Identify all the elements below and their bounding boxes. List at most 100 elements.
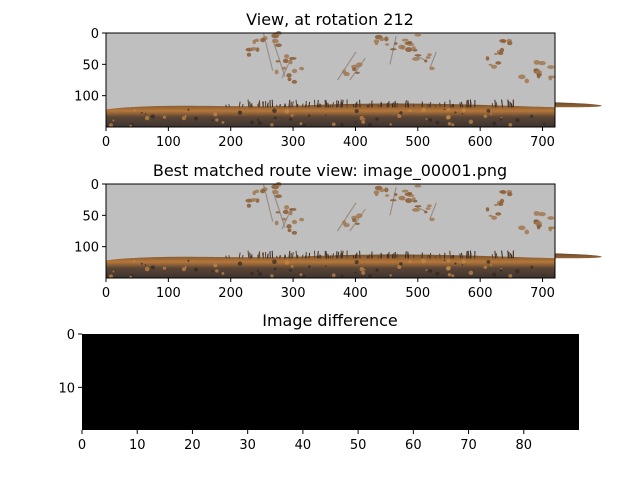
ground-speckle: [451, 274, 455, 278]
x-tick-label: 50: [350, 438, 367, 453]
leaf: [356, 62, 363, 68]
grass-tuft: [327, 253, 330, 259]
leaf: [252, 190, 256, 196]
ground: [106, 102, 602, 127]
x-tick-label: 70: [460, 438, 477, 453]
leaf: [407, 192, 413, 195]
leaf: [524, 229, 530, 235]
leaf: [401, 189, 409, 193]
ground-speckle: [359, 115, 365, 121]
leaf: [281, 66, 287, 70]
ground-speckle: [144, 115, 150, 121]
ground-speckle: [284, 109, 290, 114]
leaf: [281, 217, 287, 221]
panel2-frame: [105, 183, 556, 279]
leaf: [499, 198, 505, 204]
x-tick-label: 700: [530, 286, 555, 301]
x-tick-label: 100: [156, 286, 181, 301]
ground-speckle: [447, 272, 452, 277]
ground-speckle: [359, 266, 365, 272]
ground-speckle: [389, 274, 392, 277]
leaf: [284, 54, 290, 59]
ground-speckle: [144, 266, 150, 272]
grass-tuft: [379, 252, 382, 259]
leaf: [491, 215, 498, 220]
leaf: [488, 214, 493, 217]
leaf: [429, 66, 435, 71]
x-tick-label: 500: [405, 135, 430, 150]
leaf: [427, 53, 432, 57]
grass-tuft: [386, 253, 389, 259]
ground-speckle: [499, 118, 503, 121]
panel1-title: View, at rotation 212: [246, 10, 414, 29]
x-tick-label: 60: [405, 438, 422, 453]
grass-tuft: [379, 101, 382, 108]
ground-speckle: [543, 122, 546, 125]
ground-speckle: [288, 268, 292, 272]
leaf: [488, 63, 493, 66]
grass-tuft: [495, 253, 498, 259]
leaf: [485, 207, 490, 212]
leaf: [498, 51, 504, 55]
ground-speckle: [397, 265, 402, 270]
ground-speckle: [112, 119, 115, 122]
ground-speckle: [428, 118, 432, 122]
grass-tuft: [494, 99, 497, 108]
ground-speckle: [140, 262, 143, 265]
ground-speckle: [133, 109, 136, 112]
leaf: [342, 69, 347, 74]
ground-speckle: [324, 114, 327, 117]
ground-speckle: [492, 121, 497, 126]
leaf: [287, 77, 292, 82]
grass-tuft: [510, 254, 513, 259]
ground-speckle: [302, 123, 306, 128]
grass-tuft: [368, 103, 371, 108]
leaf: [379, 188, 385, 193]
ground-speckle: [331, 122, 336, 127]
grass-tuft: [368, 254, 371, 259]
leaf: [379, 37, 385, 42]
ground-speckle: [129, 275, 133, 279]
leaf: [272, 38, 279, 44]
panel-image-difference: Image difference 0 10 20 30 40 50 60 70 80 0 10: [58, 311, 579, 453]
panel-view-rotation: View, at rotation 212 0 100 200 300 400 500 60…: [74, 10, 602, 150]
grass-tuft: [249, 104, 252, 108]
grass-tuft: [340, 253, 343, 259]
leaf: [411, 46, 416, 50]
grass-tuft: [354, 102, 357, 108]
x-tick-label: 30: [239, 438, 256, 453]
leaf: [246, 52, 252, 57]
leaf: [288, 210, 293, 216]
leaf: [384, 194, 390, 197]
grass-tuft: [501, 99, 504, 108]
ground-speckle: [530, 265, 534, 269]
leaf: [524, 78, 530, 84]
ground-speckle: [543, 273, 546, 276]
leaf: [374, 42, 379, 46]
ground-speckle: [446, 107, 451, 112]
ground-speckle: [445, 115, 451, 120]
ground-speckle: [446, 258, 451, 263]
grass-tuft: [510, 103, 513, 108]
grass-tuft: [352, 255, 355, 259]
ground-speckle: [144, 264, 147, 266]
ground-speckle: [221, 271, 225, 275]
grass-tuft: [257, 253, 260, 259]
grass-tuft: [271, 250, 274, 259]
ground-speckle: [108, 123, 114, 128]
panel1-axes: 0 100 200 300 400 500 600 700 0 50 100: [74, 27, 555, 150]
leaf: [411, 197, 416, 201]
leaf: [547, 65, 555, 69]
ground-speckle: [133, 260, 136, 263]
grass-tuft: [279, 255, 281, 259]
leaf: [491, 64, 498, 69]
leaf: [288, 56, 297, 60]
ground-speckle: [367, 122, 373, 128]
leaf: [389, 199, 397, 202]
grass-tuft: [495, 102, 498, 108]
ground-speckle: [187, 108, 190, 111]
grass-tuft: [308, 252, 311, 259]
leaf: [389, 48, 397, 51]
ground-speckle: [340, 123, 344, 127]
grass-tuft: [329, 104, 332, 108]
